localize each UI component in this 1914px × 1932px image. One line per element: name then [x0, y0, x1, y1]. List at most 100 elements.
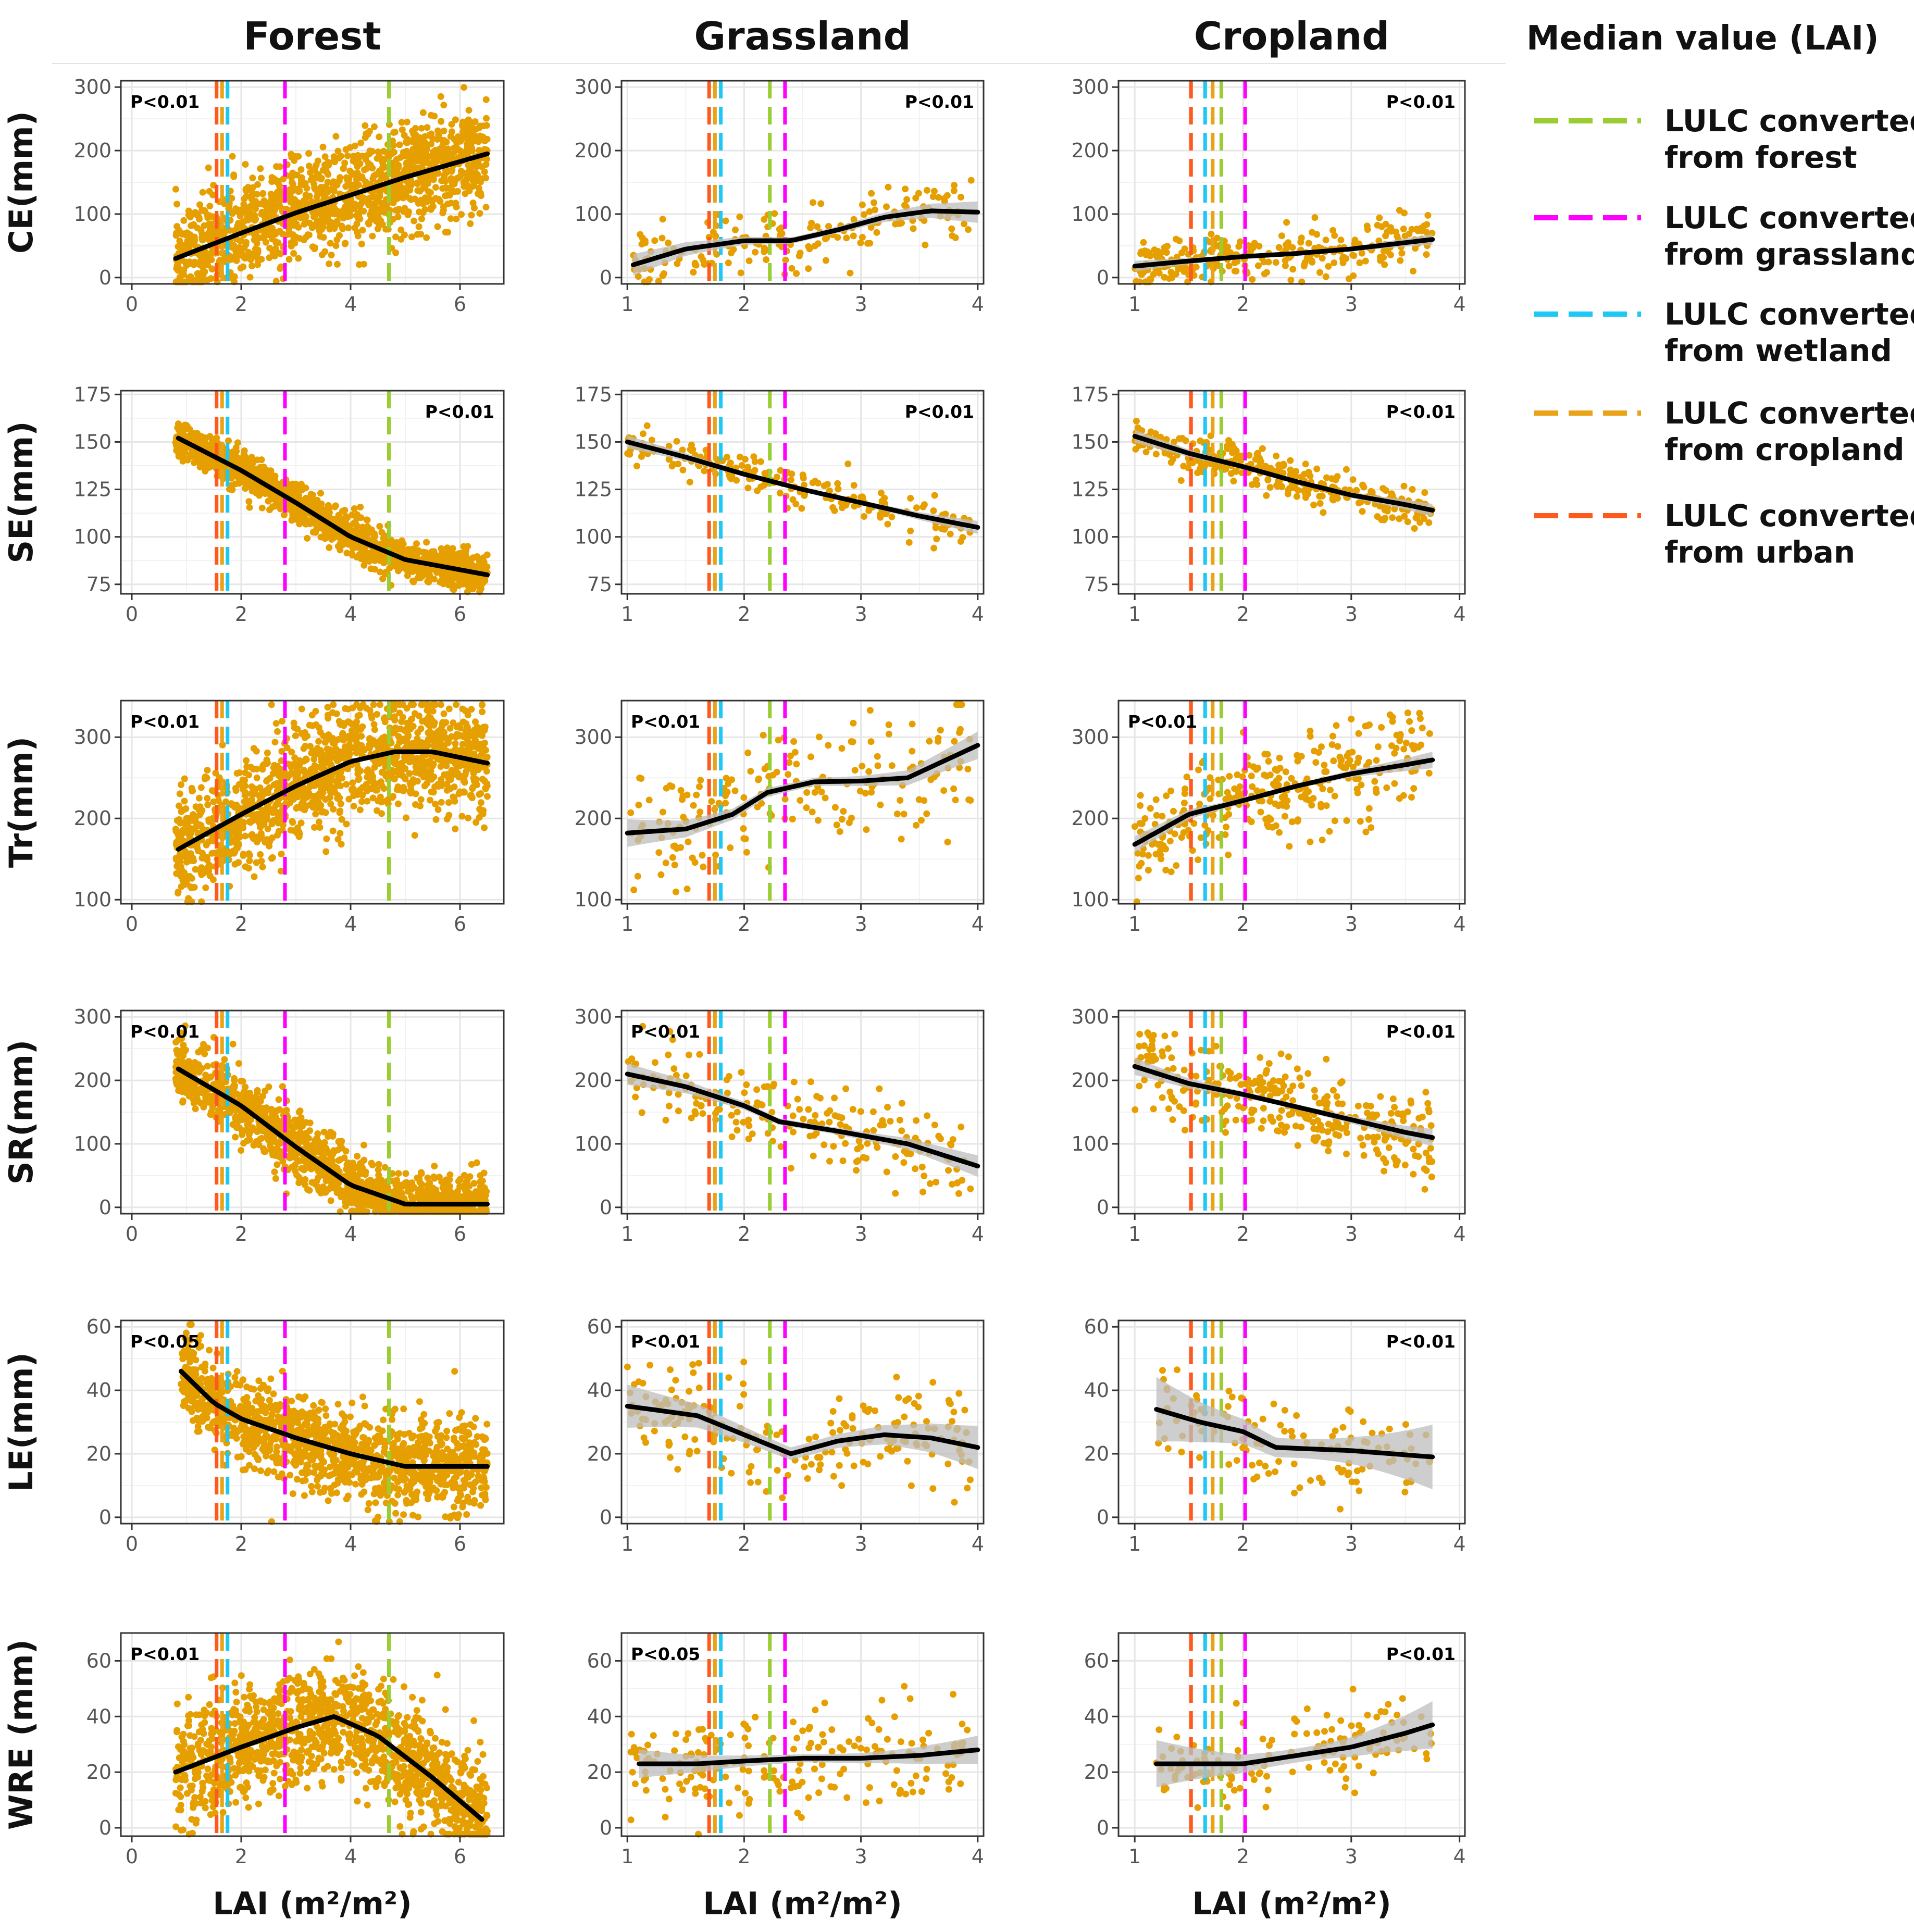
data-point [272, 720, 280, 727]
data-point [345, 523, 352, 531]
data-point [1331, 494, 1338, 502]
data-point [1283, 241, 1290, 248]
data-point [935, 194, 942, 201]
data-point [442, 178, 449, 185]
data-point [793, 270, 800, 277]
data-point [1307, 472, 1314, 480]
data-point [246, 203, 254, 210]
data-point [379, 575, 387, 582]
x-tick-label: 4 [344, 603, 357, 626]
data-point [447, 133, 454, 140]
data-point [259, 190, 267, 197]
data-point [267, 197, 275, 204]
data-point [356, 806, 364, 814]
data-point [295, 153, 302, 160]
data-point [728, 250, 735, 257]
data-point [365, 220, 372, 228]
data-point [812, 478, 819, 485]
data-point [468, 211, 475, 219]
data-point [427, 554, 434, 561]
data-point [1264, 477, 1272, 483]
data-point [1256, 243, 1263, 250]
data-point [287, 197, 294, 205]
data-point [324, 179, 331, 186]
row-title: Tr(mm) [2, 737, 40, 868]
data-point [222, 798, 230, 805]
x-tick-label: 1 [1128, 293, 1141, 316]
data-point [182, 425, 190, 432]
data-point [469, 200, 477, 207]
data-point [331, 503, 339, 510]
data-point [301, 220, 308, 228]
data-point [426, 132, 433, 139]
data-point [1378, 516, 1385, 523]
data-point [453, 701, 459, 708]
data-point [878, 497, 886, 505]
data-point [967, 177, 975, 184]
data-point [860, 211, 867, 218]
data-point [374, 225, 381, 232]
data-point [319, 219, 327, 226]
data-point [257, 830, 265, 837]
data-point [377, 701, 383, 708]
y-tick-label: 175 [73, 383, 111, 406]
data-point [419, 153, 427, 159]
data-point [438, 799, 445, 806]
y-tick-label: 100 [73, 203, 111, 226]
data-point [359, 194, 366, 201]
data-point [400, 208, 407, 215]
data-point [379, 164, 386, 171]
data-point [843, 234, 850, 242]
data-point [410, 578, 417, 585]
data-point [350, 205, 357, 213]
data-point [274, 728, 281, 735]
data-point [433, 157, 441, 165]
x-tick-label: 2 [235, 293, 247, 316]
data-point [205, 164, 212, 171]
data-point [1301, 261, 1308, 268]
data-point [1302, 460, 1309, 468]
data-point [396, 141, 403, 148]
data-point [276, 163, 283, 170]
data-point [1170, 456, 1176, 463]
data-point [1398, 250, 1406, 257]
y-tick-label: 0 [99, 266, 111, 289]
data-point [871, 199, 877, 206]
data-point [1213, 234, 1221, 242]
data-point [438, 545, 445, 552]
data-point [272, 245, 279, 252]
data-point [329, 181, 337, 189]
data-point [480, 554, 487, 562]
data-point [1337, 236, 1345, 244]
data-point [1423, 251, 1430, 258]
data-point [357, 529, 365, 536]
data-point [1289, 244, 1296, 251]
data-point [376, 133, 383, 141]
data-point [481, 824, 488, 831]
data-point [1150, 271, 1157, 278]
data-point [172, 232, 180, 239]
data-point [1248, 246, 1254, 253]
data-point [474, 582, 481, 590]
data-point [1177, 477, 1185, 484]
data-point [462, 182, 469, 190]
data-point [350, 170, 357, 177]
data-point [361, 562, 368, 569]
column-title-forest: Forest [243, 14, 381, 59]
data-point [260, 197, 268, 204]
data-point [665, 239, 672, 246]
y-tick-label: 125 [574, 478, 612, 501]
data-point [254, 489, 262, 496]
data-point [432, 816, 440, 823]
data-point [362, 156, 369, 163]
data-point [402, 152, 409, 159]
data-point [421, 159, 428, 167]
data-point [479, 701, 486, 708]
y-tick-label: 150 [574, 430, 612, 453]
data-point [350, 157, 357, 165]
data-point [674, 260, 681, 267]
data-point [402, 190, 409, 197]
data-point [233, 257, 240, 264]
data-point [722, 217, 729, 225]
